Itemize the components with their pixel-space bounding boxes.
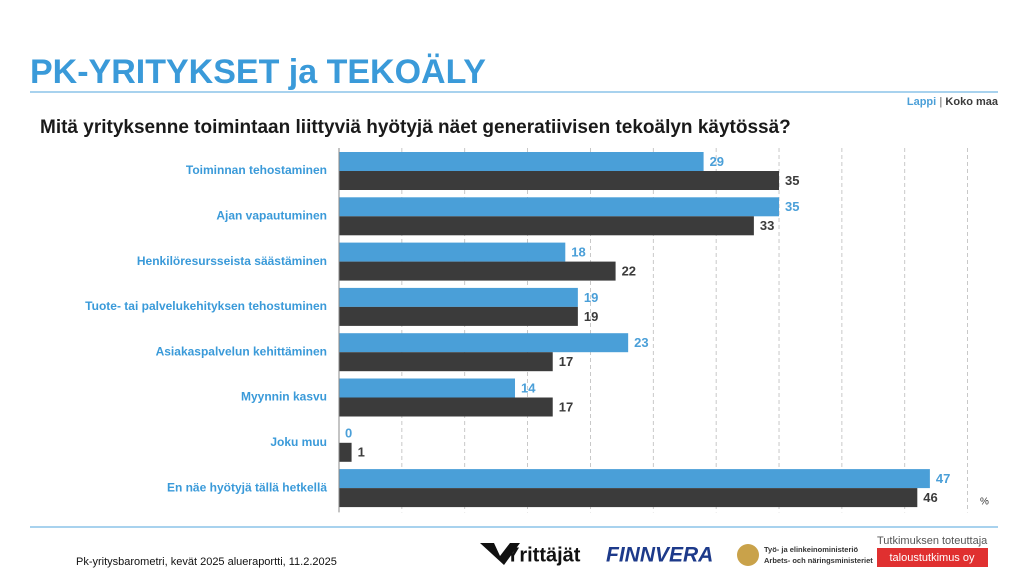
bar: [339, 216, 754, 236]
bar: [339, 378, 516, 398]
unit-label: %: [980, 497, 989, 508]
category-label: Asiakaspalvelun kehittäminen: [156, 344, 327, 358]
value-label: 29: [710, 154, 724, 169]
logo-mark: [737, 544, 759, 566]
bar: [339, 469, 930, 489]
bar: [339, 197, 780, 217]
category-label: En näe hyötyjä tällä hetkellä: [167, 480, 327, 494]
legend: Lappi | Koko maa: [907, 96, 999, 108]
value-label: 14: [521, 380, 536, 395]
value-label: 1: [358, 445, 365, 460]
legend-entry: Koko maa: [945, 96, 998, 108]
value-label: 19: [584, 290, 598, 305]
value-label: 33: [760, 218, 774, 233]
bar: [339, 171, 780, 190]
bar: [339, 287, 578, 307]
bar: [339, 488, 918, 508]
value-label: 46: [923, 490, 937, 505]
bar: [339, 442, 352, 462]
logo: Arbets- och näringsministeriet: [764, 556, 873, 565]
value-label: 0: [345, 426, 352, 441]
category-label: Henkilöresursseista säästäminen: [137, 254, 327, 268]
logo: FINNVERA: [606, 544, 713, 567]
value-label: 23: [634, 335, 648, 350]
question: Mitä yrityksenne toimintaan liittyviä hy…: [40, 117, 791, 138]
logo-mark: [480, 543, 520, 565]
legend-separator: |: [936, 96, 945, 108]
bar: [339, 306, 578, 326]
bar: [339, 261, 616, 281]
value-label: 35: [785, 199, 799, 214]
value-label: 22: [622, 264, 636, 279]
value-label: 19: [584, 309, 598, 324]
category-label: Joku muu: [270, 435, 327, 449]
value-label: 17: [559, 354, 573, 369]
bar: [339, 242, 566, 262]
bar: [339, 352, 553, 372]
bar: [339, 397, 553, 417]
category-label: Tuote- tai palvelukehityksen tehostumine…: [85, 299, 327, 313]
value-label: 17: [559, 399, 573, 414]
source: Pk-yritysbarometri, kevät 2025 aluerapor…: [76, 556, 337, 568]
logo: Yrittäjät: [506, 544, 581, 566]
legend-entry: Lappi: [907, 96, 936, 108]
conductor-caption: Tutkimuksen toteuttaja: [877, 535, 988, 547]
conductor: taloustutkimus oy: [890, 552, 975, 564]
category-label: Ajan vapautuminen: [216, 208, 327, 222]
logo: Työ- ja elinkeinoministeriö: [764, 545, 858, 554]
category-label: Toiminnan tehostaminen: [186, 163, 327, 177]
bar: [339, 333, 629, 353]
conductor-box: [877, 548, 988, 567]
value-label: 18: [571, 245, 585, 260]
value-label: 47: [936, 471, 950, 486]
title: PK-YRITYKSET ja TEKOÄLY: [30, 53, 486, 91]
value-label: 35: [785, 173, 799, 188]
category-label: Myynnin kasvu: [241, 390, 327, 404]
bar: [339, 152, 704, 171]
